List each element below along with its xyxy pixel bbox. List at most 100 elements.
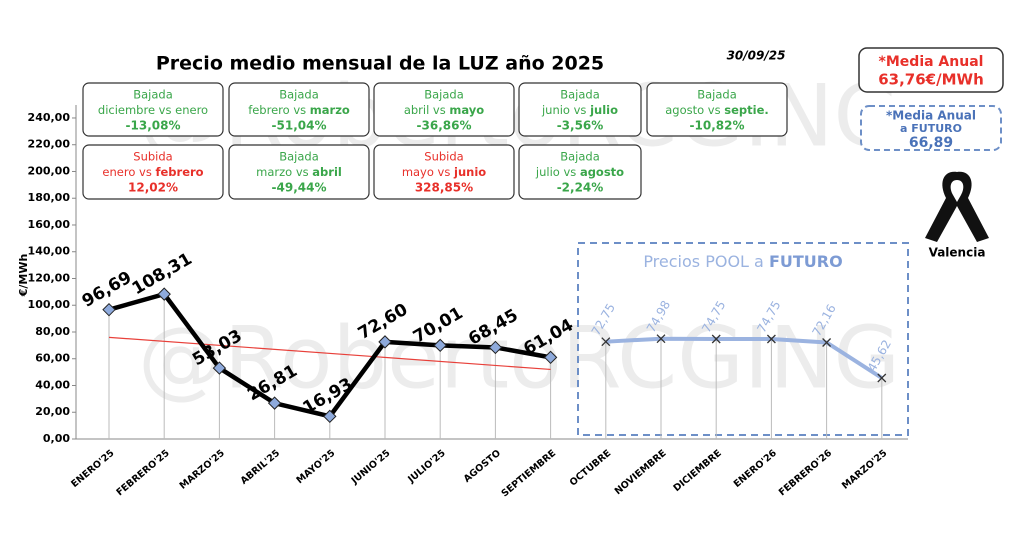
annotation-text-bold: septie. [724,103,768,117]
annotation-text-part: diciembre vs enero [98,103,208,117]
marker [543,350,558,365]
annotation-box [228,144,370,200]
annotation-box [82,82,224,137]
x-tick-label: MARZO'25 [840,448,889,492]
y-tick-label: 240,00 [28,111,71,124]
annual-future-value: 66,89 [909,135,953,151]
marker [601,337,611,347]
annotation-value: -13,08% [126,119,181,133]
annotation-heading: Bajada [697,88,737,102]
marker [267,396,282,410]
marker [102,302,116,317]
annotation-heading: Bajada [560,150,600,164]
y-tick-label: 0,00 [43,432,70,445]
date: 30/09/25 [727,49,786,63]
annotation-value: -51,04% [272,119,327,133]
annotation-text-part: febrero vs [248,103,310,117]
annual-future-line: *Media Anual [886,109,976,123]
y-tick-label: 200,00 [28,164,71,177]
annotation-text-part: julio vs [535,165,580,179]
ribbon [925,171,989,242]
annotation-value: -49,44% [272,181,327,195]
future-box-bold: FUTURO [769,252,843,271]
marker [157,287,171,301]
x-tick-label: OCTUBRE [568,448,614,489]
future-box-title: Precios POOL a FUTURO [643,252,842,271]
x-tick-label: AGOSTO [462,448,503,485]
annotation-heading: Bajada [424,88,464,102]
marker [877,373,887,383]
annotation-text: enero vs febrero [102,165,203,179]
annotation-heading: Subida [424,150,463,164]
future-box-text: Precios POOL a [643,252,769,271]
annotation-value: -3,56% [557,119,604,133]
annotation-text-bold: mayo [449,103,484,117]
marker [711,334,721,344]
annotation-text: abril vs mayo [404,103,484,117]
annotation-text-part: junio vs [541,103,590,117]
y-tick-label: 160,00 [28,218,71,231]
y-tick-label: 120,00 [28,271,71,284]
marker [378,335,392,349]
x-tick-label: ABRIL'25 [239,448,283,487]
y-tick-label: 60,00 [35,352,70,365]
annotation-text-part: mayo vs [402,165,454,179]
annotation-box [82,144,224,200]
x-tick-label: JUNIO'25 [349,448,393,487]
x-tick-label: DICIEMBRE [672,448,724,494]
annotation-text-bold: febrero [155,165,203,179]
annotation-text-bold: junio [453,165,486,179]
marker [212,361,227,375]
x-tick-label: ENERO'25 [69,448,116,490]
marker [488,340,503,355]
y-tick-label: 80,00 [35,325,70,338]
annotation-text: junio vs julio [541,103,618,117]
series-line [605,336,883,380]
marker [766,334,776,344]
marker [656,334,666,344]
annotation-heading: Bajada [279,150,319,164]
annotation-text-bold: marzo [310,103,350,117]
annotation-text: marzo vs abril [256,165,342,179]
annual-value: 63,76€/MWh [878,71,984,89]
annotation-heading: Bajada [279,88,319,102]
x-tick-label: MARZO'25 [178,448,227,492]
annotation-heading: Subida [133,150,172,164]
annotation-text: agosto vs septie. [665,103,769,117]
annotation-text-bold: julio [589,103,618,117]
trend-line [108,336,551,371]
annotation-heading: Bajada [560,88,600,102]
x-tick-label: JULIO'25 [405,448,447,486]
annual-future-line: a FUTURO [900,122,962,135]
future-box [577,242,909,436]
annotation-value: -2,24% [557,181,604,195]
y-tick-label: 220,00 [28,138,71,151]
annotation-text-part: enero vs [102,165,155,179]
y-tick-label: 40,00 [35,378,70,391]
annotation-heading: Bajada [133,88,173,102]
annotation-value: -36,86% [417,119,472,133]
y-tick-label: 100,00 [28,298,71,311]
annual-future-box [860,105,1002,151]
x-tick-label: MAYO'25 [295,448,338,486]
marker [822,338,832,347]
annual-box [858,47,1004,93]
ribbon-label: Valencia [929,246,986,260]
y-tick-label: 180,00 [28,191,71,204]
y-axis-label: €/MWh [17,254,30,298]
x-tick-label: FEBRERO'26 [777,448,835,499]
annotation-box [518,144,642,200]
annotation-value: 12,02% [128,181,178,195]
annotation-text: febrero vs marzo [248,103,350,117]
marker [323,409,337,424]
annotation-value: -10,82% [690,119,745,133]
annotation-box [373,144,515,200]
annotation-text-part: abril vs [404,103,450,117]
annotation-box [646,82,788,137]
annotation-value: 328,85% [415,181,473,195]
watermark: @RobertoRCGING [138,308,900,408]
chart-title: Precio medio mensual de la LUZ año 2025 [156,53,604,75]
annotation-text-bold: agosto [580,165,624,179]
annotation-box [518,82,642,137]
